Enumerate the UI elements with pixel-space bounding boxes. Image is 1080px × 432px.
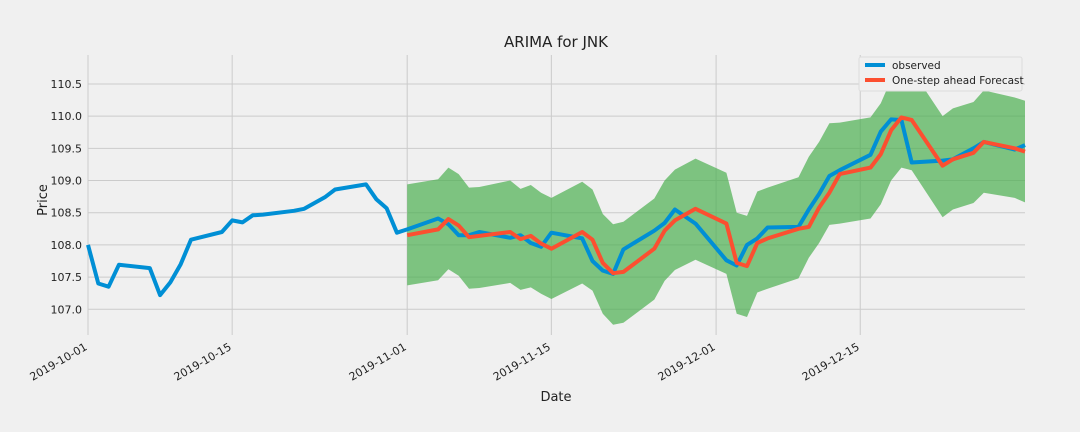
chart-title: ARIMA for JNK	[504, 33, 609, 51]
y-ticks: 107.0 107.5 108.0 108.5 109.0 109.5 110.0 110.5	[51, 78, 83, 316]
y-axis-label: Price	[36, 184, 51, 216]
legend: observed One-step ahead Forecast	[858, 56, 1024, 92]
y-tick-label: 107.0	[51, 303, 83, 316]
y-tick-label: 109.0	[51, 175, 83, 188]
series-layer	[86, 115, 1026, 298]
legend-forecast-label: One-step ahead Forecast	[892, 75, 1024, 87]
confidence-band-layer	[407, 66, 1025, 325]
confidence-band	[407, 66, 1025, 325]
forecast-line	[406, 115, 1026, 276]
legend-box	[858, 56, 1023, 92]
y-tick-label: 107.5	[51, 271, 83, 284]
observed-line	[86, 117, 1026, 298]
y-tick-label: 109.5	[51, 142, 83, 155]
y-tick-label: 108.0	[51, 239, 83, 252]
legend-observed-label: observed	[892, 60, 941, 72]
y-tick-label: 108.5	[51, 207, 83, 220]
x-axis-label: Date	[540, 390, 571, 405]
y-tick-label: 110.5	[51, 78, 83, 91]
y-tick-label: 110.0	[51, 110, 83, 123]
